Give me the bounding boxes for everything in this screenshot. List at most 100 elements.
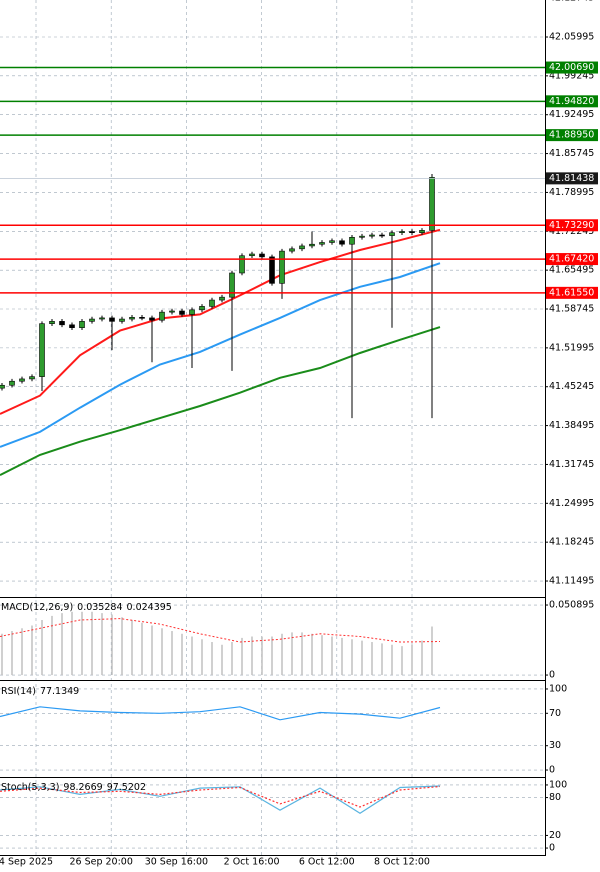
- candle-body: [309, 243, 315, 247]
- candle-body: [279, 250, 285, 284]
- candle-body: [399, 231, 405, 233]
- y-tick-label: 41.72245: [549, 226, 594, 237]
- candle-body: [369, 234, 375, 237]
- candle-body: [209, 299, 215, 307]
- indicator-label: MACD(12,26,9) 0.035284 0.024395: [1, 602, 172, 613]
- candle-body: [299, 245, 305, 250]
- y-tick-label: 0: [549, 843, 555, 854]
- moving-average: [0, 326, 441, 476]
- x-tick-label: 26 Sep 20:00: [69, 857, 132, 868]
- candle-body: [269, 256, 275, 284]
- indicator-name: MACD(12,26,9): [1, 602, 73, 613]
- candle-body: [0, 384, 5, 389]
- y-tick-label: 100: [549, 779, 567, 790]
- price-level-label: 41.88950: [549, 130, 594, 141]
- candle-body: [59, 321, 65, 326]
- y-tick-label: 41.11495: [549, 576, 594, 587]
- y-tick-label: 20: [549, 830, 561, 841]
- indicator-value: 97.5202: [107, 782, 146, 793]
- price-level-tag: [546, 95, 598, 108]
- candle-body: [389, 232, 395, 236]
- y-tick-label: 41.31745: [549, 459, 594, 470]
- y-tick-label: 41.51995: [549, 342, 594, 353]
- indicator-value: 0.035284: [77, 602, 122, 613]
- candle-body: [379, 234, 385, 237]
- candle-body: [79, 321, 85, 328]
- price-level-label: 41.61550: [549, 287, 594, 298]
- last-price-tag: [546, 172, 598, 185]
- candle-body: [109, 317, 115, 322]
- indicator-name: Stoch(5,3,3): [1, 782, 59, 793]
- y-tick-label: 0: [549, 670, 555, 681]
- candle-body: [429, 177, 435, 231]
- candle-body: [19, 378, 25, 382]
- y-tick-label: 100: [549, 683, 567, 694]
- candle-body: [129, 317, 135, 320]
- candle-body: [149, 317, 155, 321]
- candle-body: [229, 272, 235, 298]
- price-level-label: 41.67420: [549, 254, 594, 265]
- moving-average: [0, 262, 441, 448]
- candle-body: [289, 248, 295, 252]
- price-level-tag: [546, 219, 598, 232]
- indicator-value: 98.2669: [63, 782, 102, 793]
- indicator-label: Stoch(5,3,3) 98.2669 97.5202: [1, 782, 146, 793]
- candle-body: [409, 231, 415, 233]
- y-tick-label: 41.38495: [549, 420, 594, 431]
- candle-body: [9, 380, 15, 386]
- indicator-value: 0.024395: [127, 602, 172, 613]
- candle-body: [29, 376, 35, 380]
- price-level-label: 41.73290: [549, 220, 594, 231]
- candle-body: [239, 255, 245, 274]
- price-level-tag: [546, 61, 598, 74]
- candle-body: [179, 310, 185, 315]
- y-tick-label: 41.18245: [549, 537, 594, 548]
- candle-body: [319, 242, 325, 245]
- y-tick-label: 41.45245: [549, 381, 594, 392]
- candle-body: [259, 253, 265, 258]
- y-tick-label: 0.050895: [549, 600, 594, 611]
- price-level-label: 41.94820: [549, 96, 594, 107]
- price-level-tag: [546, 129, 598, 142]
- candle-body: [219, 296, 225, 301]
- candle-body: [39, 323, 45, 377]
- candle-body: [199, 306, 205, 311]
- x-tick-label: 4 Sep 2025: [0, 857, 53, 868]
- candle-body: [69, 324, 75, 328]
- indicator-line: [0, 785, 441, 815]
- y-tick-label: 41.92495: [549, 109, 594, 120]
- y-tick-label: 70: [549, 708, 561, 719]
- y-tick-label: 41.99245: [549, 70, 594, 81]
- moving-average: [0, 228, 441, 415]
- y-tick-label: 41.24995: [549, 498, 594, 509]
- candle-body: [419, 230, 425, 233]
- indicator-line: [0, 785, 441, 808]
- y-tick-label: 41.78995: [549, 187, 594, 198]
- indicator-name: RSI(14): [1, 686, 36, 697]
- candle-body: [49, 321, 55, 324]
- indicator-label: RSI(14) 77.1349: [1, 686, 79, 697]
- candle-body: [189, 309, 195, 315]
- indicator-line: [0, 706, 441, 721]
- candle-body: [89, 318, 95, 322]
- x-tick-label: 2 Oct 16:00: [224, 857, 280, 868]
- y-tick-label: 41.58745: [549, 304, 594, 315]
- y-tick-label: 41.85745: [549, 148, 594, 159]
- candle-body: [359, 235, 365, 238]
- x-tick-label: 30 Sep 16:00: [145, 857, 208, 868]
- y-tick-label: 80: [549, 792, 561, 803]
- y-tick-label: 42.05995: [549, 31, 594, 42]
- candle-body: [139, 317, 145, 319]
- candle-body: [99, 317, 105, 320]
- price-level-tag: [546, 253, 598, 266]
- indicator-value: 77.1349: [40, 686, 79, 697]
- y-tick-label: 30: [549, 740, 561, 751]
- candle-body: [169, 310, 175, 313]
- y-tick-label: 41.65495: [549, 265, 594, 276]
- candle-body: [339, 240, 345, 245]
- y-tick-label: 42.12745: [549, 0, 594, 4]
- last-price-label: 41.81438: [549, 173, 594, 184]
- candle-body: [159, 311, 165, 321]
